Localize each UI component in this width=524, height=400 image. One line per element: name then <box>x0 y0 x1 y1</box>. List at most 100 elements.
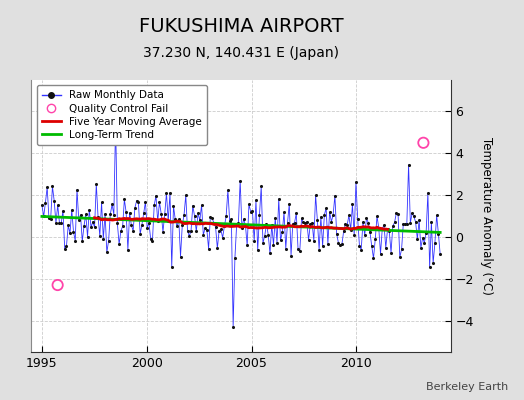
Point <box>73 186 81 193</box>
Point <box>369 255 378 262</box>
Point <box>422 230 430 236</box>
Point <box>266 250 274 257</box>
Point <box>348 201 357 208</box>
Point <box>350 232 358 238</box>
Point <box>367 243 376 250</box>
Point <box>310 238 318 244</box>
Point <box>362 215 370 222</box>
Point <box>425 264 434 271</box>
Point <box>419 140 428 146</box>
Point <box>248 208 257 214</box>
Point <box>50 198 58 204</box>
Point <box>419 235 427 241</box>
Point <box>413 236 421 242</box>
Point <box>260 232 269 239</box>
Point <box>401 221 409 227</box>
Point <box>406 220 414 226</box>
Point <box>71 238 80 244</box>
Point <box>299 219 308 226</box>
Point <box>306 221 314 227</box>
Point <box>245 201 253 208</box>
Point <box>192 228 201 235</box>
Point <box>429 260 438 266</box>
Point <box>69 228 78 235</box>
Point <box>238 225 246 231</box>
Point <box>431 240 439 246</box>
Point <box>313 217 322 223</box>
Point <box>39 213 48 220</box>
Point <box>222 213 231 220</box>
Point <box>255 212 264 218</box>
Point <box>201 225 209 232</box>
Point <box>155 199 163 206</box>
Point <box>90 224 99 230</box>
Point <box>115 241 123 248</box>
Point <box>68 207 76 213</box>
Point <box>292 210 300 216</box>
Point <box>224 187 232 193</box>
Point <box>154 218 162 224</box>
Point <box>396 254 404 260</box>
Point <box>246 208 255 215</box>
Point <box>208 215 216 222</box>
Point <box>275 196 283 202</box>
Point <box>311 192 320 198</box>
Point <box>80 223 88 229</box>
Point <box>194 210 202 216</box>
Point <box>185 233 193 239</box>
Point <box>203 226 211 233</box>
Point <box>145 220 153 226</box>
Y-axis label: Temperature Anomaly (°C): Temperature Anomaly (°C) <box>481 137 493 295</box>
Point <box>389 223 397 229</box>
Point <box>117 228 125 234</box>
Point <box>417 244 425 251</box>
Point <box>227 216 236 222</box>
Point <box>120 196 128 203</box>
Point <box>296 248 304 254</box>
Text: Berkeley Earth: Berkeley Earth <box>426 382 508 392</box>
Point <box>112 119 120 125</box>
Point <box>285 200 293 207</box>
Point <box>103 249 111 255</box>
Point <box>385 228 394 234</box>
Point <box>233 222 241 228</box>
Point <box>410 213 418 220</box>
Point <box>127 222 136 229</box>
Point <box>101 210 110 217</box>
Point <box>122 209 130 216</box>
Point <box>354 216 362 222</box>
Point <box>415 217 423 224</box>
Point <box>402 221 411 227</box>
Point <box>420 240 429 246</box>
Point <box>159 228 167 235</box>
Point <box>234 220 243 226</box>
Point <box>95 232 104 239</box>
Point <box>204 246 213 252</box>
Point <box>424 190 432 196</box>
Point <box>373 213 381 220</box>
Point <box>352 179 360 185</box>
Point <box>87 224 95 230</box>
Point <box>236 177 244 184</box>
Point <box>133 197 141 204</box>
Point <box>99 236 107 242</box>
Point <box>392 210 400 216</box>
Point <box>164 218 172 224</box>
Point <box>62 243 71 249</box>
Point <box>89 218 97 225</box>
Point <box>243 242 252 249</box>
Point <box>231 255 239 261</box>
Point <box>390 219 399 226</box>
Point <box>57 220 66 226</box>
Point <box>380 222 388 228</box>
Point <box>48 183 57 190</box>
Point <box>136 231 144 237</box>
Point <box>308 220 316 226</box>
Point <box>371 236 379 242</box>
Point <box>268 222 276 228</box>
Point <box>189 202 197 209</box>
Point <box>157 210 166 217</box>
Point <box>148 238 157 244</box>
Point <box>210 220 218 226</box>
Point <box>411 219 420 225</box>
